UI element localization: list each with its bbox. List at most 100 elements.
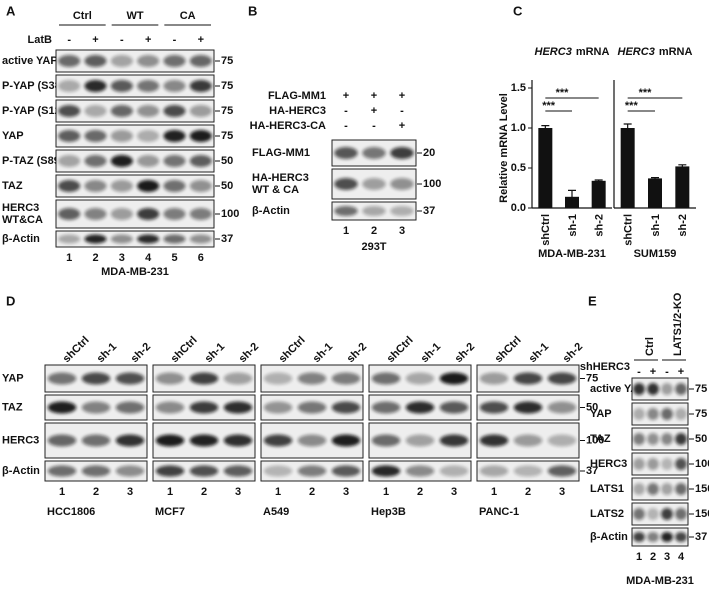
band	[189, 180, 212, 192]
band	[84, 208, 107, 220]
marker-label: 75	[221, 80, 233, 92]
band	[163, 80, 186, 92]
band	[675, 408, 687, 420]
error-bar	[594, 179, 603, 182]
band	[331, 434, 361, 447]
band	[163, 180, 186, 192]
row-label: FLAG-MM1	[252, 147, 310, 159]
treatment-label: LatB	[28, 34, 53, 46]
panel-label: D	[6, 293, 15, 308]
group-label: LATS1/2-KO	[672, 292, 684, 356]
row-label: P-YAP (S381)	[2, 80, 71, 92]
band	[155, 372, 185, 385]
band	[661, 483, 673, 495]
band	[163, 208, 186, 220]
band	[661, 433, 673, 445]
marker-label: 100	[423, 178, 441, 190]
row-label: β-Actin	[2, 465, 40, 477]
y-axis-label: Relative mRNA Level	[498, 93, 510, 203]
row-label: YAP	[2, 130, 24, 142]
sign: +	[678, 366, 684, 378]
lane-number: 3	[235, 486, 241, 498]
sign: -	[372, 120, 376, 132]
band	[155, 401, 185, 414]
band	[647, 483, 659, 495]
band	[513, 434, 543, 447]
column-label: shCtrl	[169, 334, 200, 365]
band	[110, 80, 133, 92]
band	[334, 147, 358, 159]
sign: -	[120, 34, 124, 46]
lane-number: 4	[145, 252, 152, 264]
band	[47, 401, 77, 414]
band	[439, 401, 469, 414]
band	[189, 80, 212, 92]
band	[137, 55, 160, 67]
band	[633, 458, 645, 470]
band	[675, 433, 687, 445]
marker-label: 50	[221, 180, 233, 192]
band	[405, 434, 435, 447]
band	[155, 465, 185, 477]
band	[84, 234, 107, 244]
band	[58, 155, 81, 167]
condition-label: FLAG-MM1	[268, 90, 326, 102]
band	[405, 465, 435, 477]
band	[47, 465, 77, 477]
marker-label: 100	[695, 458, 709, 470]
row-label: HERC3	[2, 202, 39, 214]
band	[661, 508, 673, 520]
column-label: sh-1	[203, 341, 227, 365]
row-label: P-TAZ (S89)	[2, 155, 64, 167]
band	[137, 234, 160, 244]
x-tick-label: shCtrl	[623, 214, 635, 246]
lane-number: 1	[59, 486, 65, 498]
panel-label: A	[6, 3, 16, 18]
x-axis-label: MDA-MB-231	[538, 248, 606, 260]
band	[81, 434, 111, 447]
band	[223, 465, 253, 477]
band	[115, 372, 145, 385]
lane-number: 3	[127, 486, 133, 498]
blot	[631, 452, 689, 476]
sign: -	[344, 120, 348, 132]
blot	[631, 402, 689, 426]
bar	[675, 166, 690, 208]
band	[513, 465, 543, 477]
column-label: sh-1	[527, 341, 551, 365]
band	[81, 401, 111, 414]
band	[513, 372, 543, 385]
column-label: shCtrl	[385, 334, 416, 365]
band	[661, 408, 673, 420]
lane-number: 1	[167, 486, 173, 498]
band	[439, 434, 469, 447]
band	[334, 178, 358, 190]
band	[189, 155, 212, 167]
band	[661, 531, 673, 543]
lane-number: 1	[66, 252, 72, 264]
title-part: mRNA	[576, 46, 610, 58]
band	[675, 483, 687, 495]
sign: -	[344, 105, 348, 117]
row-label: β-Actin	[590, 531, 628, 543]
band	[115, 434, 145, 447]
lane-number: 3	[451, 486, 457, 498]
lane-number: 6	[198, 252, 204, 264]
bar	[591, 180, 606, 208]
band	[84, 130, 107, 142]
panel-label: B	[248, 3, 257, 18]
column-label: sh-2	[453, 341, 477, 365]
sign: +	[92, 34, 98, 46]
row-label: WT & CA	[252, 184, 299, 196]
column-label: sh-1	[419, 341, 443, 365]
band	[362, 178, 386, 190]
band	[661, 383, 673, 395]
band	[675, 458, 687, 470]
row-label: P-YAP (S127)	[2, 105, 71, 117]
band	[223, 434, 253, 447]
x-tick-label: sh-1	[567, 214, 579, 237]
band	[633, 508, 645, 520]
band	[633, 531, 645, 543]
band	[58, 234, 81, 244]
band	[675, 531, 687, 543]
